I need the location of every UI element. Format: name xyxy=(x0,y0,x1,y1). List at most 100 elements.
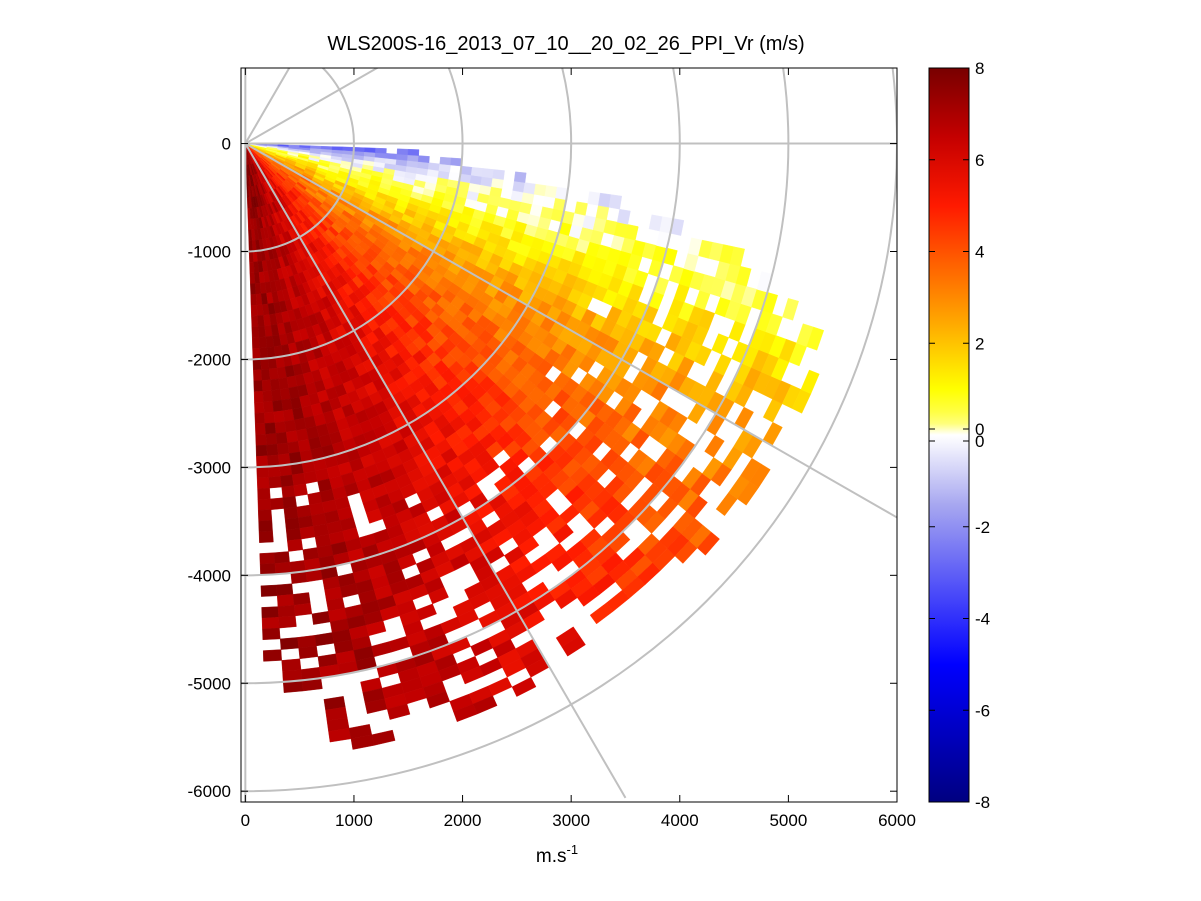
velocity-cell xyxy=(261,606,279,619)
velocity-cell xyxy=(250,304,258,317)
velocity-cell xyxy=(427,162,441,171)
colorbar-tick-label: -4 xyxy=(975,610,990,629)
velocity-cell xyxy=(251,337,260,349)
velocity-cell xyxy=(595,205,610,221)
velocity-cell xyxy=(264,422,277,435)
velocity-cell xyxy=(271,389,282,402)
velocity-cell xyxy=(281,658,302,672)
velocity-cell xyxy=(251,326,260,338)
velocity-cell xyxy=(622,402,642,423)
velocity-cell xyxy=(287,538,304,552)
velocity-cell xyxy=(396,153,409,161)
velocity-cell xyxy=(254,412,266,425)
y-tick-label: -3000 xyxy=(188,458,231,477)
velocity-cell xyxy=(386,703,411,720)
velocity-cell xyxy=(262,390,273,403)
velocity-cell xyxy=(782,298,799,321)
velocity-cell xyxy=(274,421,287,434)
velocity-cell xyxy=(450,157,463,167)
x-tick-label: 1000 xyxy=(335,811,373,830)
x-axis: 0 1000 2000 3000 4000 5000 6000 xyxy=(241,68,916,830)
velocity-cell xyxy=(396,148,409,156)
velocity-cell xyxy=(608,194,623,210)
y-tick-label: -2000 xyxy=(188,350,231,369)
plot-area xyxy=(241,68,897,802)
velocity-cell xyxy=(470,167,484,177)
colorbar-tick-label: 2 xyxy=(975,334,984,353)
velocity-cell xyxy=(512,180,526,193)
velocity-cell xyxy=(481,168,495,179)
velocity-cell xyxy=(697,531,720,556)
velocity-cell xyxy=(364,147,376,153)
velocity-cell xyxy=(472,695,498,715)
radial-grid-line xyxy=(244,143,627,799)
velocity-cell xyxy=(252,347,261,360)
velocity-cell xyxy=(268,476,282,489)
velocity-cell xyxy=(255,444,268,457)
velocity-cell xyxy=(428,587,449,605)
velocity-cell xyxy=(544,185,558,199)
colorbar-tick-label: 0 xyxy=(975,420,984,439)
velocity-cell xyxy=(480,176,493,187)
velocity-cell xyxy=(293,483,308,497)
velocity-cell xyxy=(511,677,537,697)
velocity-cell xyxy=(256,466,270,479)
velocity-cell xyxy=(262,649,282,662)
velocity-cell xyxy=(277,604,296,618)
velocity-cell xyxy=(262,627,281,641)
velocity-cell xyxy=(279,637,299,650)
velocity-cell xyxy=(469,174,483,186)
velocity-cell xyxy=(276,583,294,597)
velocity-cell xyxy=(521,192,535,205)
velocity-cell xyxy=(275,431,288,445)
velocity-cell xyxy=(261,617,280,630)
velocity-cell xyxy=(259,552,276,565)
velocity-cell xyxy=(283,506,299,520)
velocity-cell xyxy=(265,433,278,446)
velocity-cell xyxy=(385,153,398,160)
velocity-cell xyxy=(258,520,273,533)
x-tick-label: 6000 xyxy=(878,811,916,830)
velocity-cell xyxy=(749,463,771,488)
velocity-cell xyxy=(310,145,322,150)
velocity-cell xyxy=(561,635,586,657)
velocity-cell xyxy=(258,336,268,349)
velocity-cell xyxy=(704,435,725,458)
velocity-cell xyxy=(320,145,333,150)
velocity-cell xyxy=(259,347,269,360)
y-tick-label: 0 xyxy=(222,135,231,154)
y-tick-label: -5000 xyxy=(188,674,231,693)
velocity-cell xyxy=(407,154,419,162)
colorbar-tick-label: -6 xyxy=(975,701,990,720)
velocity-cell xyxy=(257,509,273,522)
velocity-cell xyxy=(331,146,344,151)
velocity-cell xyxy=(293,602,313,617)
velocity-cell xyxy=(266,443,279,457)
velocity-cell xyxy=(260,358,270,370)
colorbar-tick-label: -2 xyxy=(975,518,990,537)
velocity-cell xyxy=(298,645,319,660)
velocity-cell xyxy=(259,563,276,576)
y-tick-label: -6000 xyxy=(188,782,231,801)
velocity-cell xyxy=(284,517,301,531)
velocity-cell xyxy=(281,485,296,499)
colorbar-tick-label: 8 xyxy=(975,59,984,78)
velocity-cell xyxy=(291,472,306,486)
velocity-cell xyxy=(729,246,745,267)
velocity-cell xyxy=(254,401,265,414)
colorbar-tick-label: 0 xyxy=(975,432,984,451)
velocity-cell xyxy=(415,603,437,621)
velocity-cell xyxy=(616,208,631,225)
y-tick-label: -1000 xyxy=(188,243,231,262)
velocity-cell xyxy=(282,496,297,509)
velocity-cell xyxy=(260,584,278,597)
velocity-cell xyxy=(375,147,387,154)
velocity-cell xyxy=(438,163,451,173)
colorbar-scale xyxy=(929,68,969,802)
x-tick-label: 3000 xyxy=(552,811,590,830)
velocity-cell xyxy=(513,171,527,183)
velocity-cell xyxy=(272,399,284,413)
colorbar: 8 6 4 2 00 -2 -4 -6 -8 xyxy=(928,59,990,812)
x-tick-label: 4000 xyxy=(661,811,699,830)
